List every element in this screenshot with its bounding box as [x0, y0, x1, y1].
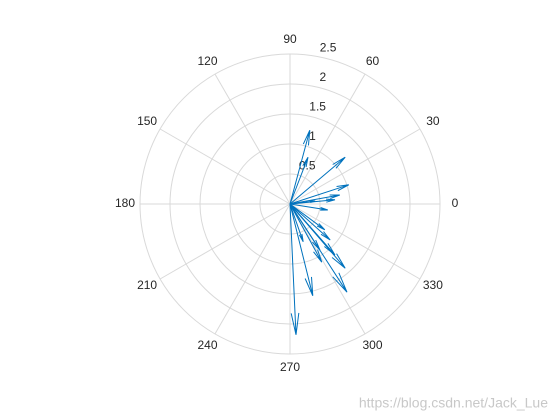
arrow [289, 184, 350, 205]
arrow [289, 194, 340, 205]
theta-tick-label: 30 [426, 114, 440, 128]
theta-tick-label: 0 [452, 196, 459, 210]
theta-tick-label: 300 [362, 338, 382, 352]
grid-spoke [289, 203, 366, 335]
theta-tick-label: 150 [137, 114, 157, 128]
arrow [289, 203, 321, 251]
arrow [289, 203, 314, 297]
grid-spoke [159, 128, 291, 205]
theta-tick-label: 120 [197, 54, 217, 68]
arrow [289, 203, 326, 231]
theta-tick-label: 180 [115, 196, 135, 210]
arrow [289, 203, 336, 256]
arrow [289, 129, 311, 205]
arrow [289, 200, 316, 205]
arrow [289, 203, 331, 241]
theta-tick-label: 60 [366, 54, 380, 68]
theta-tick-label: 330 [423, 278, 443, 292]
arrow [289, 203, 328, 211]
grid-spoke [289, 203, 421, 280]
r-tick-label: 2 [319, 70, 326, 84]
arrow [289, 156, 309, 205]
grid-spoke [289, 73, 366, 205]
arrow [289, 203, 304, 243]
watermark: https://blog.csdn.net/Jack_Lue [359, 395, 548, 411]
arrow [289, 203, 323, 263]
theta-tick-label: 270 [280, 360, 300, 374]
grid-spoke [214, 73, 291, 205]
r-tick-label: 1.5 [309, 100, 326, 114]
r-tick-label: 1 [309, 129, 316, 143]
arrow [289, 156, 346, 205]
arrow [289, 203, 300, 335]
grid-spoke [214, 203, 291, 335]
grid-spoke [159, 203, 291, 280]
r-tick-label: 2.5 [320, 40, 337, 54]
theta-tick-label: 90 [283, 32, 297, 46]
grid-spoke [289, 128, 421, 205]
theta-tick-label: 210 [137, 278, 157, 292]
theta-tick-label: 240 [197, 338, 217, 352]
